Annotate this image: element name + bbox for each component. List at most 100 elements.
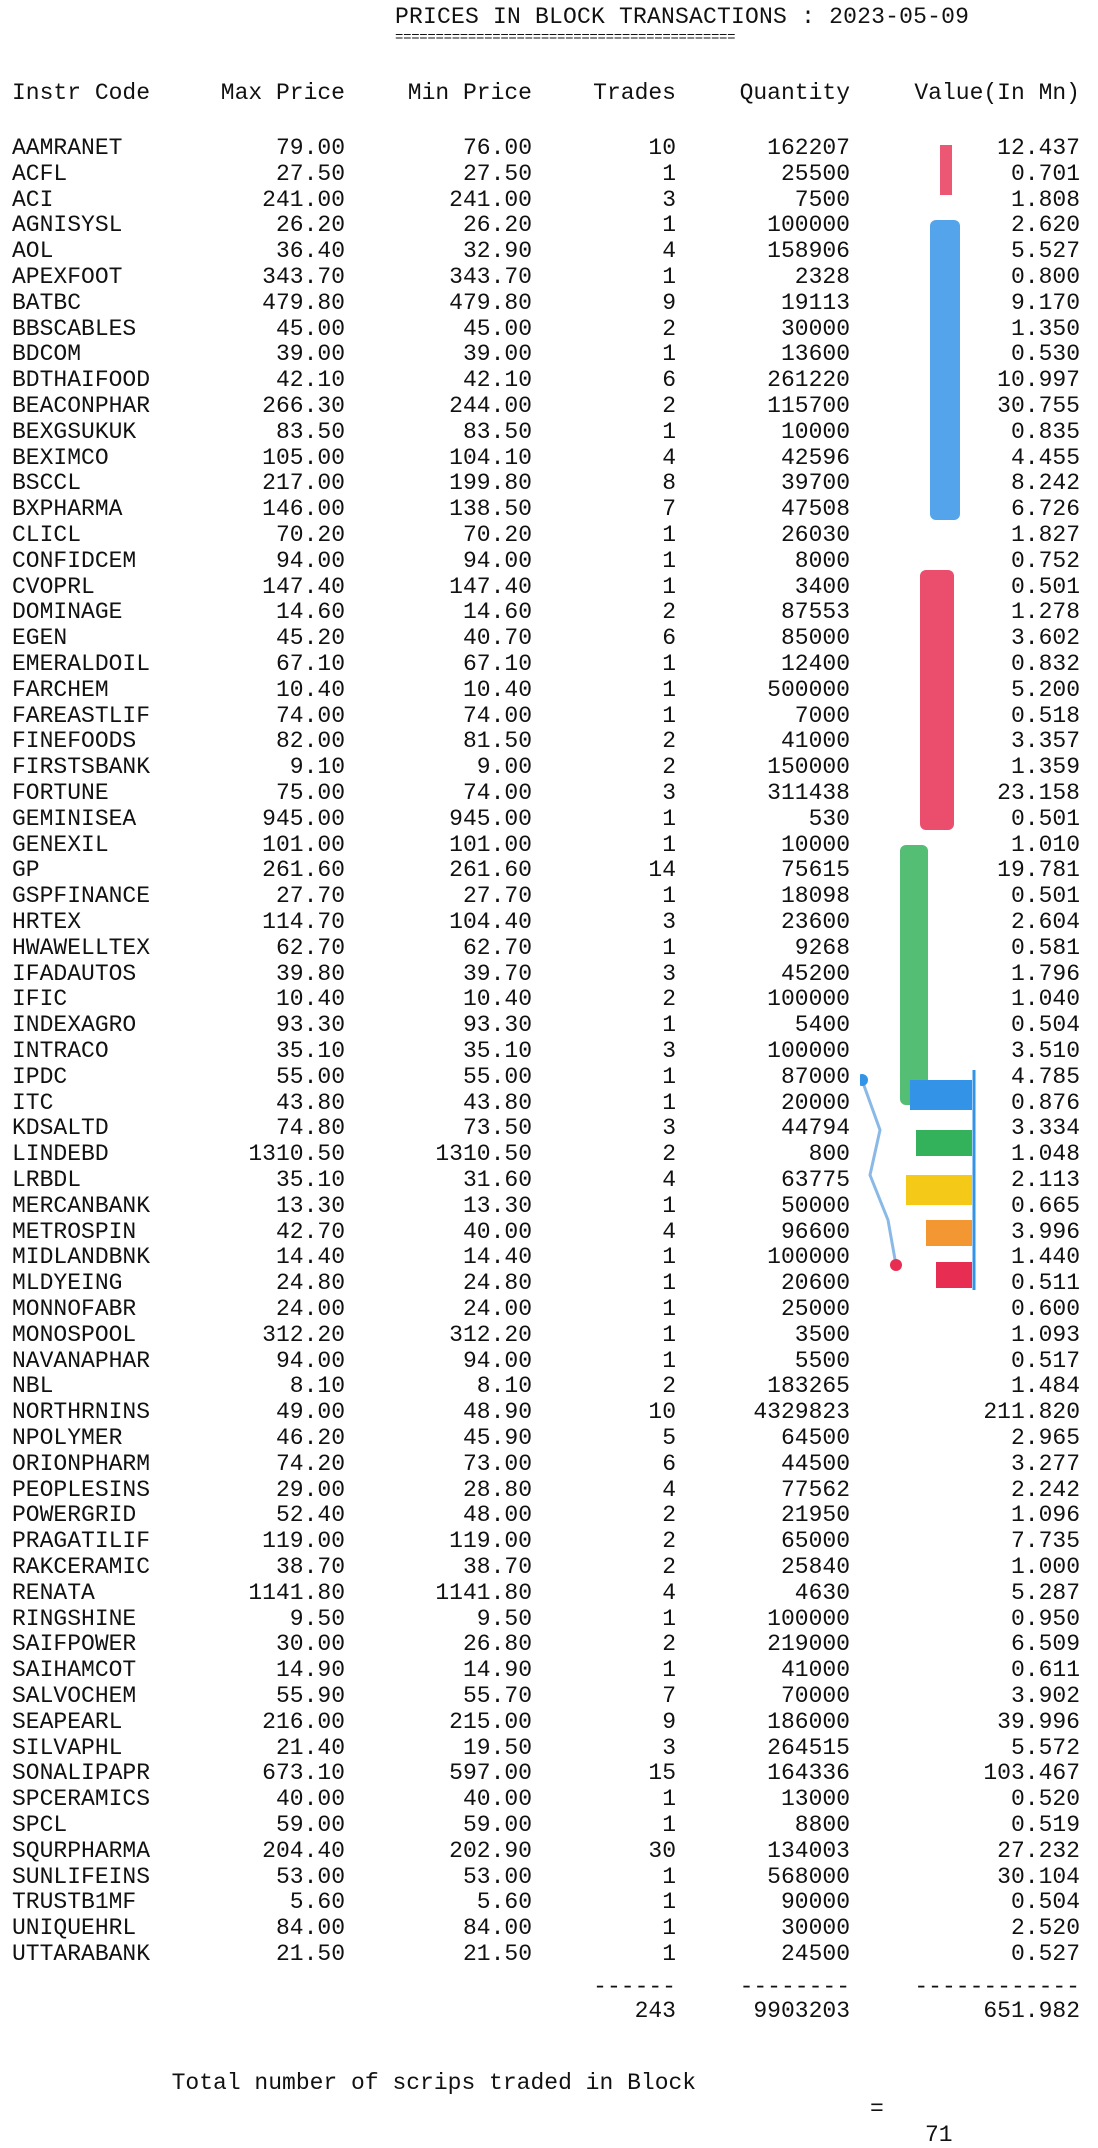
- cell-instr-code: APEXFOOT: [12, 264, 123, 290]
- cell-min-price: 43.80: [462, 1089, 532, 1116]
- header-max-price: Max Price: [220, 80, 345, 106]
- cell-value: 0.517: [1010, 1347, 1080, 1374]
- cell-quantity: 7500: [794, 186, 850, 213]
- cell-instr-code: TRUSTB1MF: [12, 1889, 137, 1916]
- cell-min-price: 31.60: [462, 1167, 532, 1193]
- cell-min-price: 55.70: [462, 1683, 532, 1709]
- cell-instr-code: NPOLYMER: [12, 1425, 123, 1451]
- cell-trades: 1: [662, 1889, 676, 1916]
- cell-value: 3.602: [1010, 625, 1080, 652]
- cell-trades: 2: [662, 599, 676, 626]
- cell-quantity: 47508: [780, 496, 850, 523]
- table-row: EGEN 45.20 40.70 6 85000 3.602: [0, 625, 1098, 651]
- table-row: ITC 43.80 43.80 1 20000 0.876: [0, 1090, 1098, 1116]
- cell-quantity: 219000: [767, 1631, 850, 1658]
- cell-instr-code: POWERGRID: [12, 1502, 137, 1529]
- cell-max-price: 35.10: [275, 1038, 345, 1064]
- cell-value: 1.093: [1010, 1321, 1080, 1348]
- cell-quantity: 70000: [780, 1683, 850, 1709]
- cell-instr-code: INDEXAGRO: [12, 1012, 137, 1039]
- value-separator: ------------: [914, 1974, 1080, 2000]
- cell-quantity: 311438: [767, 780, 850, 806]
- cell-value: 4.785: [1010, 1063, 1080, 1090]
- cell-instr-code: IPDC: [12, 1063, 68, 1090]
- cell-trades: 1: [662, 1863, 676, 1890]
- cell-min-price: 5.60: [476, 1889, 532, 1916]
- cell-min-price: 479.80: [449, 289, 532, 316]
- cell-instr-code: DOMINAGE: [12, 599, 123, 626]
- cell-min-price: 76.00: [462, 135, 532, 161]
- cell-quantity: 800: [808, 1141, 850, 1168]
- cell-trades: 5: [662, 1425, 676, 1451]
- cell-trades: 1: [662, 805, 676, 832]
- cell-instr-code: BXPHARMA: [12, 496, 123, 523]
- cell-quantity: 75615: [780, 857, 850, 884]
- cell-min-price: 119.00: [449, 1528, 532, 1555]
- cell-max-price: 14.60: [275, 599, 345, 626]
- cell-value: 1.827: [1010, 522, 1080, 548]
- cell-min-price: 24.00: [462, 1296, 532, 1322]
- cell-min-price: 45.00: [462, 315, 532, 342]
- cell-quantity: 19113: [780, 289, 850, 316]
- cell-quantity: 21950: [780, 1502, 850, 1529]
- cell-value: 1.440: [1010, 1244, 1080, 1271]
- cell-trades: 7: [662, 1683, 676, 1709]
- cell-quantity: 100000: [767, 1038, 850, 1064]
- table-row: SQURPHARMA 204.40 202.90 30 134003 27.232: [0, 1838, 1098, 1864]
- table-row: EMERALDOIL 67.10 67.10 1 12400 0.832: [0, 651, 1098, 677]
- cell-instr-code: GEMINISEA: [12, 805, 137, 832]
- table-row: MONOSPOOL 312.20 312.20 1 3500 1.093: [0, 1322, 1098, 1348]
- cell-min-price: 101.00: [449, 831, 532, 858]
- cell-max-price: 147.40: [262, 573, 345, 600]
- cell-min-price: 45.90: [462, 1425, 532, 1451]
- cell-value: 0.581: [1010, 934, 1080, 961]
- cell-trades: 4: [662, 238, 676, 265]
- cell-value: 2.604: [1010, 909, 1080, 935]
- cell-max-price: 43.80: [275, 1089, 345, 1116]
- cell-max-price: 53.00: [275, 1863, 345, 1890]
- cell-value: 6.726: [1010, 496, 1080, 523]
- cell-max-price: 74.80: [275, 1115, 345, 1142]
- cell-trades: 3: [662, 1038, 676, 1064]
- table-row: CLICL 70.20 70.20 1 26030 1.827: [0, 522, 1098, 548]
- cell-instr-code: PRAGATILIF: [12, 1528, 151, 1555]
- table-row: BSCCL 217.00 199.80 8 39700 8.242: [0, 470, 1098, 496]
- cell-instr-code: EMERALDOIL: [12, 651, 151, 677]
- cell-instr-code: MLDYEING: [12, 1270, 123, 1297]
- cell-value: 0.530: [1010, 341, 1080, 368]
- cell-instr-code: MONOSPOOL: [12, 1321, 137, 1348]
- cell-value: 30.104: [997, 1863, 1080, 1890]
- table-row: APEXFOOT 343.70 343.70 1 2328 0.800: [0, 264, 1098, 290]
- scrip-count-line: Total number of scrips traded in Block =…: [144, 2044, 953, 2148]
- cell-min-price: 32.90: [462, 238, 532, 265]
- cell-value: 2.620: [1010, 212, 1080, 239]
- cell-instr-code: HWAWELLTEX: [12, 934, 151, 961]
- header-value: Value(In Mn): [914, 80, 1080, 106]
- cell-instr-code: SILVAPHL: [12, 1734, 123, 1761]
- cell-value: 0.835: [1010, 418, 1080, 445]
- cell-max-price: 84.00: [275, 1915, 345, 1942]
- table-row: METROSPIN 42.70 40.00 4 96600 3.996: [0, 1219, 1098, 1245]
- cell-instr-code: FARCHEM: [12, 676, 109, 703]
- cell-instr-code: SQURPHARMA: [12, 1837, 151, 1864]
- table-row: FINEFOODS 82.00 81.50 2 41000 3.357: [0, 728, 1098, 754]
- cell-min-price: 74.00: [462, 702, 532, 729]
- table-row: FIRSTSBANK 9.10 9.00 2 150000 1.359: [0, 754, 1098, 780]
- cell-trades: 10: [648, 135, 676, 161]
- table-row: SPCERAMICS 40.00 40.00 1 13000 0.520: [0, 1786, 1098, 1812]
- cell-max-price: 8.10: [289, 1373, 345, 1400]
- cell-trades: 1: [662, 264, 676, 290]
- cell-value: 1.808: [1010, 186, 1080, 213]
- cell-trades: 1: [662, 1089, 676, 1116]
- cell-max-price: 945.00: [262, 805, 345, 832]
- cell-max-price: 26.20: [275, 212, 345, 239]
- cell-value: 7.735: [1010, 1528, 1080, 1555]
- cell-instr-code: BDCOM: [12, 341, 82, 368]
- table-row: FORTUNE 75.00 74.00 3 311438 23.158: [0, 780, 1098, 806]
- table-row: TRUSTB1MF 5.60 5.60 1 90000 0.504: [0, 1889, 1098, 1915]
- header-instr-code: Instr Code: [12, 80, 151, 106]
- cell-quantity: 65000: [780, 1528, 850, 1555]
- cell-min-price: 48.90: [462, 1399, 532, 1426]
- cell-trades: 1: [662, 1063, 676, 1090]
- title-underline: ========================================…: [395, 30, 736, 46]
